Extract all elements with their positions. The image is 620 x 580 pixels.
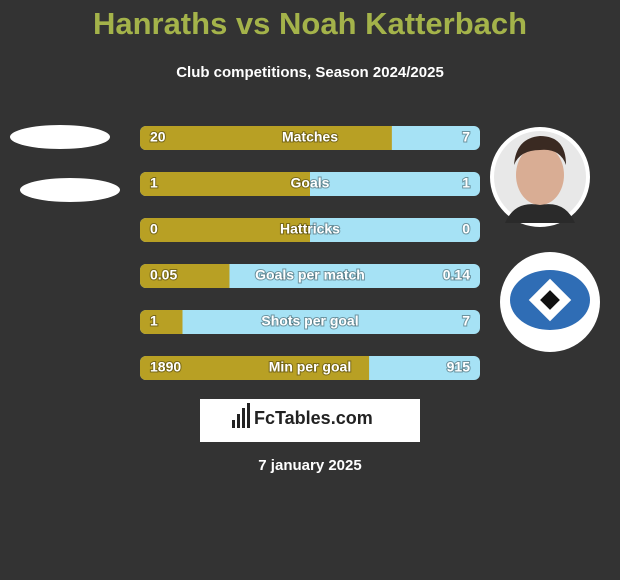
left-value: 1	[150, 175, 158, 191]
left-value: 0	[150, 221, 158, 237]
stat-row	[140, 126, 480, 150]
left-bar	[140, 310, 183, 334]
brand: FcTables.com	[254, 408, 373, 428]
placeholder	[10, 125, 110, 149]
left-value: 1	[150, 313, 158, 329]
left-bar	[140, 126, 392, 150]
stat-row	[140, 218, 480, 242]
right-bar	[140, 310, 480, 334]
subtitle: Club competitions, Season 2024/2025	[176, 64, 444, 81]
left-value: 20	[150, 129, 166, 145]
right-value: 7	[462, 313, 470, 329]
placeholder	[20, 178, 120, 202]
left-bar	[140, 264, 230, 288]
left-bar	[140, 218, 310, 242]
stat-row	[140, 172, 480, 196]
stat-label: Shots per goal	[261, 313, 358, 329]
right-value: 0	[462, 221, 470, 237]
left-value: 0.05	[150, 267, 177, 283]
brand-box	[200, 399, 420, 442]
stat-row	[140, 356, 480, 380]
stat-row	[140, 264, 480, 288]
stat-label: Matches	[282, 129, 338, 145]
brand-icon	[232, 403, 250, 428]
left-value: 1890	[150, 359, 181, 375]
right-value: 7	[462, 129, 470, 145]
left-bar	[140, 356, 370, 380]
stat-label: Goals per match	[255, 267, 365, 283]
stat-label: Hattricks	[280, 221, 340, 237]
player-photo	[490, 127, 590, 227]
right-value: 0.14	[443, 267, 470, 283]
right-value: 915	[447, 359, 471, 375]
date: 7 january 2025	[258, 457, 361, 474]
right-value: 1	[462, 175, 470, 191]
stat-row	[140, 310, 480, 334]
club-logo	[500, 252, 600, 352]
stat-label: Goals	[291, 175, 330, 191]
stat-label: Min per goal	[269, 359, 351, 375]
left-bar	[140, 172, 310, 196]
title: Hanraths vs Noah Katterbach	[93, 6, 527, 41]
